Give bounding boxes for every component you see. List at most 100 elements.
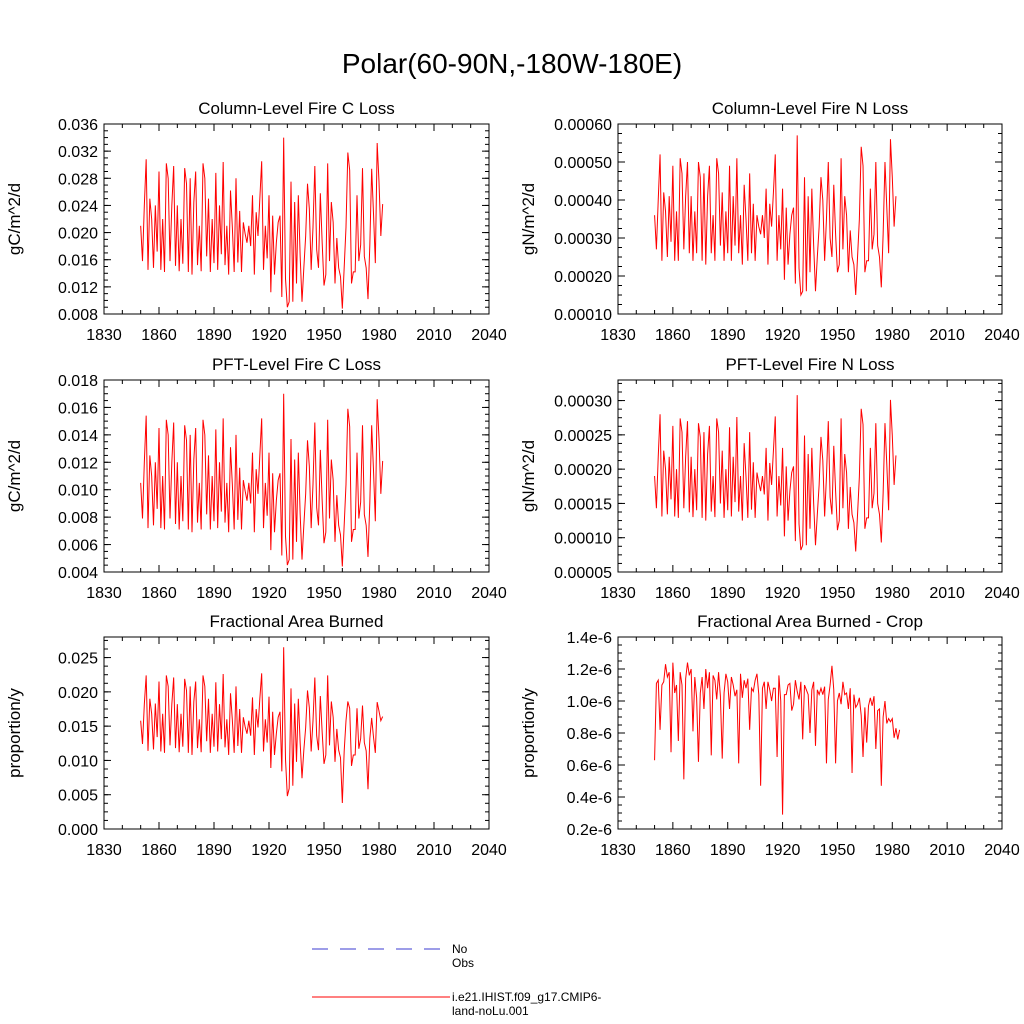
y-tick-label: 0.00060: [554, 117, 612, 134]
x-tick-label: 2010: [416, 327, 452, 344]
y-tick-label: 0.2e-6: [567, 822, 612, 839]
y-tick-label: 0.012: [58, 280, 98, 297]
chart-panel-3: PFT-Level Fire C Loss gC/m^2/d 1830 1860 189…: [5, 355, 507, 602]
y-tick-label: 1.2e-6: [567, 662, 612, 679]
series-line: [140, 137, 384, 309]
x-tick-label: 1860: [141, 585, 177, 602]
y-tick-label: 0.005: [58, 788, 98, 805]
y-tick-label: 0.4e-6: [567, 790, 612, 807]
x-tick-label: 1980: [361, 585, 397, 602]
series-line: [140, 647, 384, 803]
x-tick-label: 2040: [471, 327, 507, 344]
panel-title: Fractional Area Burned - Crop: [697, 612, 923, 631]
y-tick-label: 0.00040: [554, 193, 612, 210]
y-tick-label: 0.00015: [554, 496, 612, 513]
y-tick-label: 0.016: [58, 253, 98, 270]
x-tick-label: 1920: [251, 842, 287, 859]
y-tick-label: 0.020: [58, 226, 98, 243]
chart-panel-6: Fractional Area Burned - Crop proportion/…: [519, 612, 1020, 859]
plot-frame: [617, 123, 1003, 315]
chart-panel-4: PFT-Level Fire N Loss gN/m^2/d 1830 1860 189…: [519, 355, 1020, 602]
x-tick-label: 1830: [86, 842, 122, 859]
x-tick-label: 1980: [874, 327, 910, 344]
x-tick-label: 1920: [251, 327, 287, 344]
y-tick-label: 0.036: [58, 117, 98, 134]
x-tick-label: 1980: [361, 842, 397, 859]
panel-title: Column-Level Fire C Loss: [198, 99, 395, 118]
y-tick-label: 0.000: [58, 822, 98, 839]
y-tick-label: 0.00050: [554, 155, 612, 172]
x-tick-label: 1890: [196, 327, 232, 344]
legend-model-swatch: [312, 996, 450, 998]
x-tick-label: 1890: [710, 842, 746, 859]
x-tick-label: 1830: [86, 327, 122, 344]
panel-title: PFT-Level Fire C Loss: [212, 355, 381, 374]
x-tick-label: 1950: [820, 585, 856, 602]
x-tick-label: 1920: [765, 327, 801, 344]
x-tick-label: 1860: [655, 585, 691, 602]
y-tick-label: 0.008: [58, 510, 98, 527]
x-tick-label: 2040: [984, 842, 1020, 859]
x-tick-label: 1920: [251, 585, 287, 602]
y-tick-label: 0.00025: [554, 428, 612, 445]
x-tick-label: 2040: [984, 327, 1020, 344]
y-tick-label: 0.015: [58, 719, 98, 736]
x-tick-label: 2010: [929, 842, 965, 859]
y-tick-label: 0.00010: [554, 531, 612, 548]
x-tick-label: 1890: [196, 842, 232, 859]
y-tick-label: 0.004: [58, 565, 98, 582]
y-tick-label: 0.00010: [554, 307, 612, 324]
plot-frame: [103, 123, 490, 315]
y-axis-label: gC/m^2/d: [5, 440, 24, 512]
y-tick-label: 0.8e-6: [567, 726, 612, 743]
x-tick-label: 1830: [600, 585, 636, 602]
y-tick-label: 0.018: [58, 373, 98, 390]
x-tick-label: 1950: [306, 327, 342, 344]
panel-title: PFT-Level Fire N Loss: [725, 355, 894, 374]
legend-model-label: i.e21.IHIST.f09_g17.CMIP6-land-noLu.001: [452, 990, 602, 1018]
x-tick-label: 2010: [416, 842, 452, 859]
y-axis-label: gC/m^2/d: [5, 183, 24, 255]
x-tick-label: 1980: [874, 842, 910, 859]
series-line: [654, 662, 901, 815]
x-tick-label: 1950: [820, 842, 856, 859]
chart-panel-5: Fractional Area Burned proportion/y 1830 18…: [5, 612, 507, 859]
y-tick-label: 0.010: [58, 483, 98, 500]
y-tick-label: 0.024: [58, 198, 98, 215]
series-line: [654, 395, 897, 552]
y-tick-label: 0.00020: [554, 462, 612, 479]
plot-frame: [103, 636, 490, 830]
x-tick-label: 2010: [929, 327, 965, 344]
y-tick-label: 1.4e-6: [567, 630, 612, 647]
y-tick-label: 0.008: [58, 307, 98, 324]
x-tick-label: 1980: [361, 327, 397, 344]
y-tick-label: 1.0e-6: [567, 694, 612, 711]
legend-obs-swatch: [312, 948, 450, 950]
y-tick-label: 0.010: [58, 753, 98, 770]
x-tick-label: 1920: [765, 842, 801, 859]
y-tick-label: 0.00030: [554, 394, 612, 411]
x-tick-label: 2040: [984, 585, 1020, 602]
y-tick-label: 0.016: [58, 400, 98, 417]
x-tick-label: 2010: [929, 585, 965, 602]
x-tick-label: 1830: [600, 842, 636, 859]
plot-frame: [617, 379, 1003, 573]
y-tick-label: 0.00030: [554, 231, 612, 248]
x-tick-label: 2040: [471, 842, 507, 859]
x-tick-label: 1950: [306, 585, 342, 602]
chart-panel-2: Column-Level Fire N Loss gN/m^2/d 1830 1860…: [519, 99, 1020, 344]
y-axis-label: proportion/y: [519, 688, 538, 778]
y-axis-label: proportion/y: [5, 688, 24, 778]
figure-title: Polar(60-90N,-180W-180E): [341, 48, 683, 79]
legend-obs-label: No Obs: [452, 942, 475, 970]
x-tick-label: 1980: [874, 585, 910, 602]
x-tick-label: 1830: [600, 327, 636, 344]
chart-panel-1: Column-Level Fire C Loss gC/m^2/d 1830 1860…: [5, 99, 507, 344]
plot-frame: [103, 379, 490, 573]
x-tick-label: 1920: [765, 585, 801, 602]
x-tick-label: 1860: [141, 842, 177, 859]
x-tick-label: 1860: [655, 327, 691, 344]
y-tick-label: 0.020: [58, 685, 98, 702]
y-tick-label: 0.006: [58, 538, 98, 555]
y-tick-label: 0.00020: [554, 269, 612, 286]
